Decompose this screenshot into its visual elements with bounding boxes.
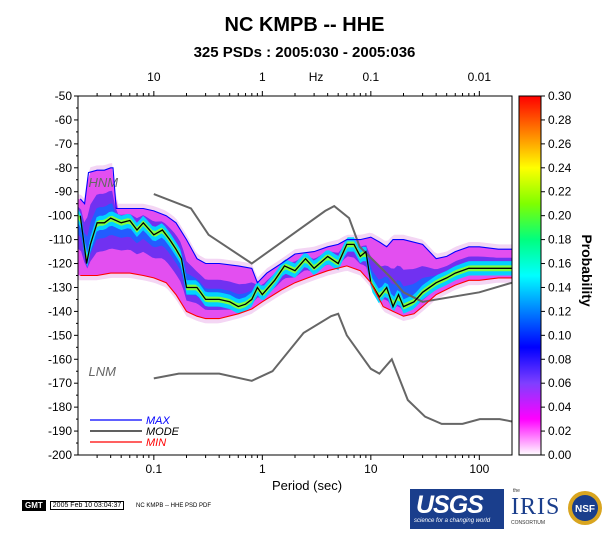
label-lnm: LNM <box>89 364 117 379</box>
colorbar-tick-label: 0.06 <box>548 376 572 390</box>
x-tick-label: 10 <box>364 462 378 476</box>
colorbar-tick-label: 0.26 <box>548 137 572 151</box>
x-tick-label: 1 <box>259 462 266 476</box>
timestamp: 2005 Feb 10 03:04:37 <box>49 501 125 510</box>
colorbar-tick-label: 0.24 <box>548 161 572 175</box>
colorbar-tick-label: 0.14 <box>548 280 572 294</box>
iris-consortium: CONSORTIUM <box>511 520 546 526</box>
usgs-logo-text: USGS <box>416 491 484 519</box>
usgs-tagline: science for a changing world <box>414 518 491 524</box>
iris-logo-text: IRIS <box>511 494 561 520</box>
usgs-logo: USGS science for a changing world <box>410 489 504 529</box>
ref-curve-lnm <box>153 312 512 425</box>
top-axis-label: Hz <box>309 70 324 84</box>
colorbar-tick-label: 0.30 <box>548 89 572 103</box>
y-tick-label: -120 <box>48 257 72 271</box>
colorbar-tick-label: 0.18 <box>548 233 572 247</box>
legend-label-max: MAX <box>146 415 171 427</box>
reference-models-layer: HNM LNM <box>89 175 512 425</box>
nsf-globe <box>572 495 598 521</box>
y-tick-label: -100 <box>48 209 72 223</box>
y-tick-label: -140 <box>48 304 72 318</box>
statistics-layer <box>79 167 512 320</box>
colorbar-tick-label: 0.08 <box>548 352 572 366</box>
y-tick-label: -200 <box>48 448 72 462</box>
gmt-timestamp: GMT 2005 Feb 10 03:04:37 <box>22 500 125 511</box>
top-tick-label: 10 <box>147 70 161 84</box>
colorbar-tick-label: 0.04 <box>548 400 572 414</box>
colorbar-tick-label: 0.20 <box>548 209 572 223</box>
top-tick-label: 0.1 <box>362 70 379 84</box>
chart-title: NC KMPB -- HHE <box>224 14 385 36</box>
y-tick-label: -190 <box>48 424 72 438</box>
colorbar-tick-label: 0.02 <box>548 424 572 438</box>
legend-label-mode: MODE <box>146 426 180 438</box>
iris-logo: the IRIS CONSORTIUM <box>509 486 561 530</box>
x-tick-label: 0.1 <box>145 462 162 476</box>
colorbar-label: Probability <box>579 234 595 307</box>
top-tick-label: 1 <box>259 70 266 84</box>
nsf-logo: NSF <box>568 491 602 525</box>
y-tick-label: -60 <box>55 113 73 127</box>
x-axis-label: Period (sec) <box>272 478 342 493</box>
colorbar-scale <box>518 95 542 456</box>
series-line-max <box>79 167 512 284</box>
series-line-mode <box>79 215 512 309</box>
colorbar-tick-label: 0.28 <box>548 113 572 127</box>
y-tick-label: -80 <box>55 161 73 175</box>
y-tick-label: -130 <box>48 280 72 294</box>
y-tick-label: -160 <box>48 352 72 366</box>
colorbar-tick-label: 0.16 <box>548 257 572 271</box>
y-tick-label: -90 <box>55 185 73 199</box>
series-line-min <box>80 265 512 320</box>
colorbar-tick-label: 0.00 <box>548 448 572 462</box>
colorbar: 0.00 0.02 0.04 0.06 0.08 0.10 0.12 0.14 0.16 0.18… <box>518 89 595 462</box>
top-tick-label: 0.01 <box>468 70 492 84</box>
y-tick-label: -150 <box>48 328 72 342</box>
legend-label-min: MIN <box>146 437 166 449</box>
y-tick-label: -70 <box>55 137 73 151</box>
y-tick-label: -180 <box>48 400 72 414</box>
y-tick-label: -170 <box>48 376 72 390</box>
iris-the: the <box>513 488 520 494</box>
ref-curve-hnm <box>153 193 512 303</box>
x-tick-label: 100 <box>469 462 489 476</box>
density-layer <box>78 163 512 324</box>
colorbar-tick-label: 0.10 <box>548 328 572 342</box>
axes-layer: -50 -60 -70 -80 -90 -100 -110 -120 -130 -140 -150 -… <box>48 70 491 493</box>
y-tick-label: -50 <box>55 89 73 103</box>
footer-note: NC KMPB -- HHE PSD PDF <box>136 503 212 509</box>
nsf-logo-text: NSF <box>575 504 595 515</box>
colorbar-tick-label: 0.22 <box>548 185 572 199</box>
y-tick-label: -110 <box>49 233 72 247</box>
colorbar-tick-label: 0.12 <box>548 304 572 318</box>
chart-subtitle: 325 PSDs : 2005:030 - 2005:036 <box>193 44 416 61</box>
gmt-logo: GMT <box>22 500 46 511</box>
label-hnm: HNM <box>89 175 119 190</box>
